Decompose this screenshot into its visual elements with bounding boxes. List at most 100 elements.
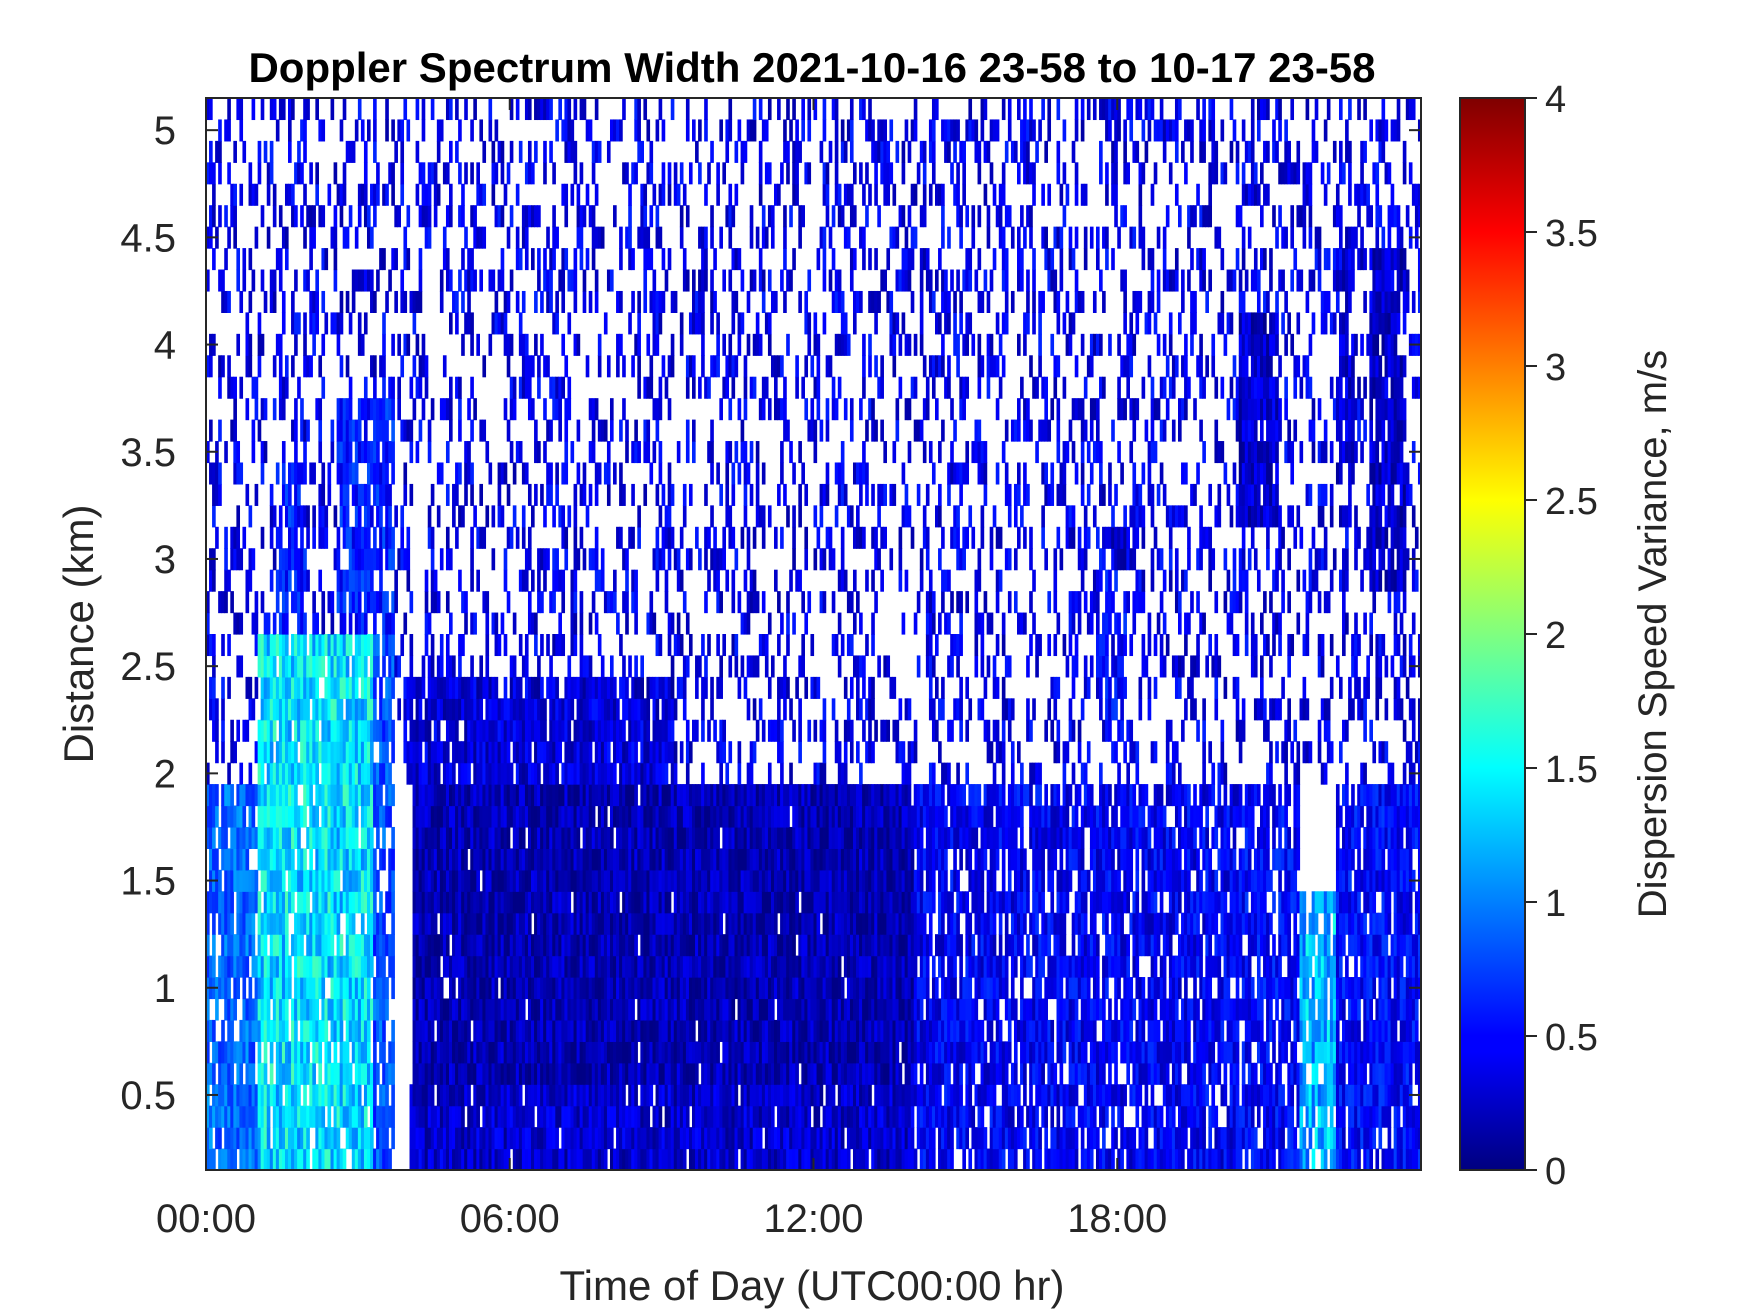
heatmap-cell — [315, 655, 319, 678]
heatmap-cell — [379, 977, 383, 1000]
heatmap-cell — [585, 1084, 590, 1107]
heatmap-cell — [221, 269, 225, 292]
heatmap-cell — [342, 784, 347, 807]
heatmap-cell — [673, 1148, 678, 1170]
heatmap-cell — [582, 784, 587, 807]
heatmap-cell — [549, 290, 553, 313]
heatmap-cell — [385, 1148, 389, 1170]
heatmap-cell — [339, 719, 344, 742]
heatmap-cell — [488, 269, 493, 292]
heatmap-cell — [673, 1084, 678, 1107]
heatmap-cell — [433, 1148, 438, 1170]
heatmap-cell — [297, 719, 301, 742]
heatmap-cell — [309, 676, 313, 699]
heatmap-cell — [354, 591, 359, 614]
heatmap-cell — [209, 205, 213, 228]
heatmap-cell — [357, 398, 362, 421]
heatmap-cell — [452, 505, 456, 528]
heatmap-cell — [366, 119, 371, 142]
heatmap-cell — [239, 290, 244, 313]
heatmap-cell — [707, 784, 711, 807]
heatmap-cell — [643, 248, 648, 271]
heatmap-cell — [637, 140, 641, 163]
heatmap-cell — [622, 1127, 626, 1150]
heatmap-cell — [597, 333, 602, 356]
heatmap-cell — [345, 441, 350, 464]
heatmap-cell — [376, 655, 380, 678]
heatmap-cell — [497, 140, 502, 163]
heatmap-cell — [227, 1148, 231, 1170]
heatmap-cell — [439, 784, 444, 807]
heatmap-cell — [449, 698, 453, 721]
heatmap-cell — [622, 398, 626, 421]
heatmap-cell — [537, 1062, 541, 1085]
heatmap-cell — [415, 376, 420, 399]
heatmap-cell — [692, 290, 696, 313]
heatmap-cell — [594, 698, 599, 721]
heatmap-cell — [497, 1062, 502, 1085]
heatmap-cell — [430, 634, 435, 657]
heatmap-cell — [303, 891, 307, 914]
heatmap-cell — [421, 655, 426, 678]
heatmap-cell — [664, 698, 669, 721]
heatmap-cell — [500, 891, 505, 914]
heatmap-cell — [540, 741, 544, 764]
heatmap-cell — [637, 1062, 641, 1085]
heatmap-cell — [260, 934, 265, 957]
heatmap-cell — [351, 569, 356, 592]
heatmap-cell — [506, 762, 511, 785]
heatmap-cell — [275, 934, 280, 957]
heatmap-cell — [534, 1084, 538, 1107]
heatmap-cell — [634, 762, 638, 785]
heatmap-cell — [555, 955, 559, 978]
heatmap-cell — [704, 526, 708, 549]
heatmap-cell — [321, 698, 326, 721]
heatmap-cell — [482, 526, 487, 549]
heatmap-cell — [537, 655, 541, 678]
heatmap-cell — [692, 1062, 696, 1085]
heatmap-cell — [218, 955, 222, 978]
heatmap-cell — [294, 698, 298, 721]
heatmap-cell — [640, 1105, 644, 1128]
heatmap-cell — [224, 869, 228, 892]
heatmap-cell — [427, 1062, 432, 1085]
heatmap-cell — [260, 333, 265, 356]
heatmap-cell — [427, 741, 432, 764]
heatmap-cell — [531, 1041, 535, 1064]
heatmap-cell — [373, 462, 377, 485]
heatmap-cell — [354, 1105, 359, 1128]
heatmap-cell — [430, 1105, 435, 1128]
heatmap-cell — [458, 698, 462, 721]
heatmap-cell — [433, 805, 438, 828]
heatmap-cell — [652, 848, 657, 871]
heatmap-cell — [652, 183, 657, 206]
heatmap-cell — [673, 162, 678, 185]
heatmap-cell — [600, 1127, 605, 1150]
heatmap-cell — [470, 891, 474, 914]
heatmap-cell — [506, 955, 511, 978]
heatmap-cell — [631, 1041, 635, 1064]
heatmap-cell — [518, 784, 523, 807]
heatmap-cell — [594, 462, 599, 485]
heatmap-cell — [506, 891, 511, 914]
heatmap-cell — [284, 1084, 289, 1107]
heatmap-cell — [209, 1105, 213, 1128]
heatmap-cell — [521, 762, 526, 785]
heatmap-cell — [585, 1062, 590, 1085]
heatmap-cell — [646, 848, 651, 871]
heatmap-cell — [439, 1148, 444, 1170]
heatmap-cell — [567, 140, 572, 163]
heatmap-cell — [382, 1148, 386, 1170]
heatmap-cell — [306, 912, 310, 935]
heatmap-cell — [573, 1084, 578, 1107]
heatmap-cell — [558, 805, 562, 828]
heatmap-cell — [667, 805, 672, 828]
heatmap-cell — [370, 269, 374, 292]
heatmap-cell — [348, 698, 353, 721]
heatmap-cell — [652, 826, 657, 849]
heatmap-cell — [540, 591, 544, 614]
heatmap-cell — [348, 548, 353, 571]
heatmap-cell — [570, 826, 575, 849]
heatmap-cell — [622, 741, 626, 764]
heatmap-cell — [664, 376, 669, 399]
